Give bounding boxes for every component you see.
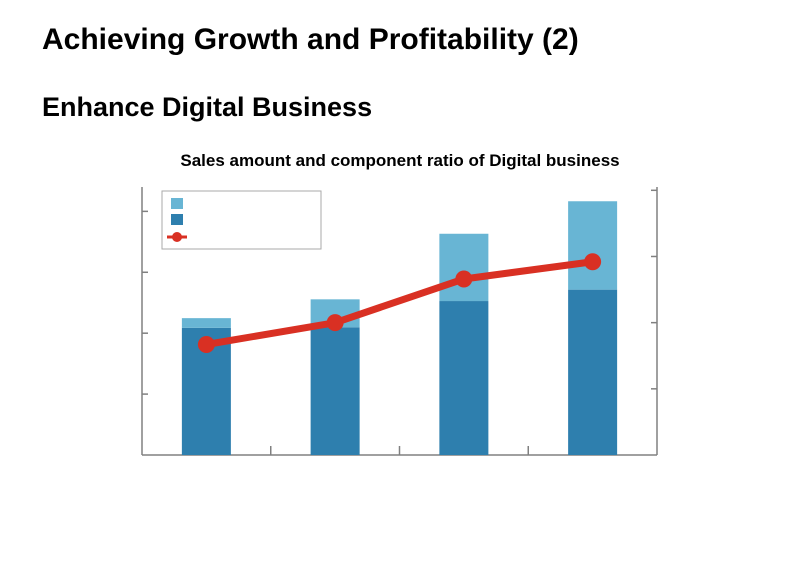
bar-upper-1 <box>181 318 231 328</box>
page-subtitle: Enhance Digital Business <box>42 92 373 122</box>
line-series <box>202 258 597 348</box>
line-point-2 <box>326 314 344 332</box>
legend-box <box>161 190 322 250</box>
bar-lower-3 <box>439 301 489 455</box>
legend-swatch-lower-bar <box>171 214 183 225</box>
legend-swatch-marker <box>172 232 182 242</box>
legend-swatch-upper-bar <box>171 198 183 209</box>
bar-upper-3 <box>439 233 489 302</box>
chart-line <box>197 253 602 353</box>
bar-lower-4 <box>568 289 618 455</box>
page-title: Achieving Growth and Profitability (2) <box>42 23 579 56</box>
chart-title: Sales amount and component ratio of Digi… <box>180 151 620 170</box>
line-point-4 <box>584 253 602 271</box>
bar-lower-2 <box>310 327 360 455</box>
chart-legend <box>161 190 322 250</box>
line-point-1 <box>197 335 215 353</box>
line-point-3 <box>455 270 473 288</box>
bar-upper-4 <box>568 201 618 290</box>
